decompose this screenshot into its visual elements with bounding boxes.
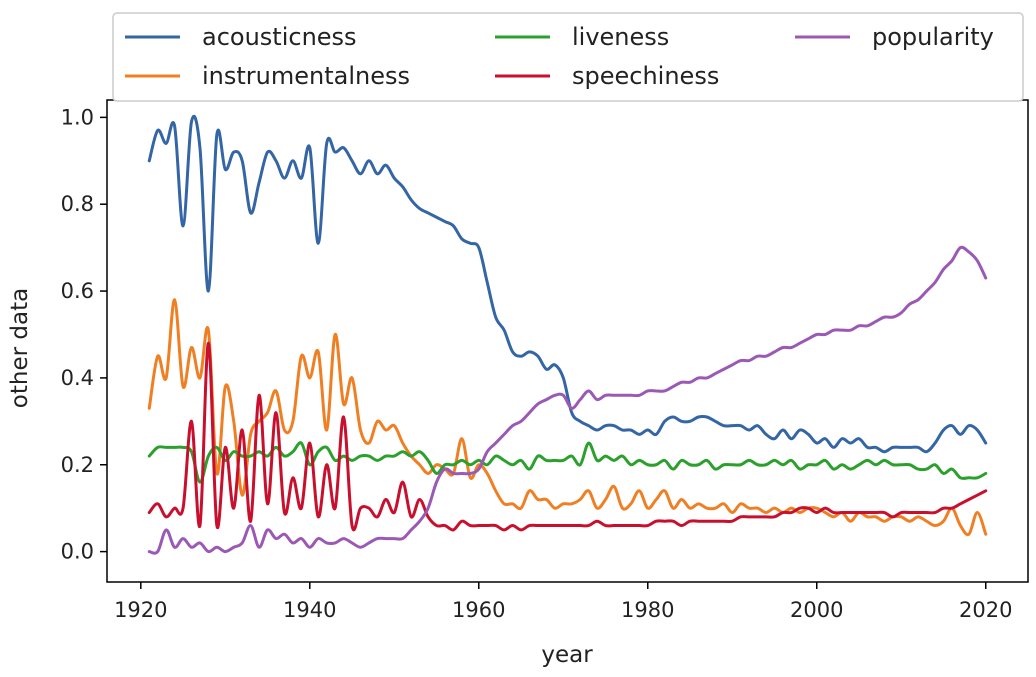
y-tick-label: 0.8 bbox=[61, 192, 94, 216]
y-tick-label: 0.2 bbox=[61, 453, 94, 477]
y-tick-label: 1.0 bbox=[61, 105, 94, 129]
legend-label-popularity: popularity bbox=[872, 23, 994, 51]
series-line-popularity bbox=[147, 245, 988, 555]
y-tick-label: 0.4 bbox=[61, 366, 94, 390]
x-tick-label: 1940 bbox=[283, 598, 336, 622]
y-axis-label: other data bbox=[7, 288, 33, 408]
y-axis: 0.0 0.2 0.4 0.6 0.8 1.0 bbox=[61, 105, 107, 564]
x-tick-label: 1980 bbox=[621, 598, 674, 622]
legend-label-speechiness: speechiness bbox=[572, 62, 719, 90]
x-tick-label: 1960 bbox=[452, 598, 505, 622]
legend-label-acousticness: acousticness bbox=[202, 23, 357, 51]
legend-label-liveness: liveness bbox=[572, 23, 669, 51]
x-axis-label: year bbox=[541, 642, 593, 668]
x-tick-label: 2020 bbox=[959, 598, 1012, 622]
legend-label-instrumentalness: instrumentalness bbox=[202, 62, 410, 90]
y-tick-label: 0.0 bbox=[61, 540, 94, 564]
x-tick-label: 2000 bbox=[790, 598, 843, 622]
y-tick-label: 0.6 bbox=[61, 279, 94, 303]
x-tick-label: 1920 bbox=[114, 598, 167, 622]
series-layer bbox=[147, 114, 988, 555]
legend: acousticness instrumentalness liveness spee… bbox=[112, 12, 1024, 102]
series-line-liveness bbox=[147, 441, 988, 484]
x-axis: 1920 1940 1960 1980 2000 2020 bbox=[114, 582, 1012, 622]
series-line-speechiness bbox=[147, 341, 988, 532]
legend-box bbox=[112, 12, 1024, 102]
series-line-acousticness bbox=[147, 114, 988, 454]
